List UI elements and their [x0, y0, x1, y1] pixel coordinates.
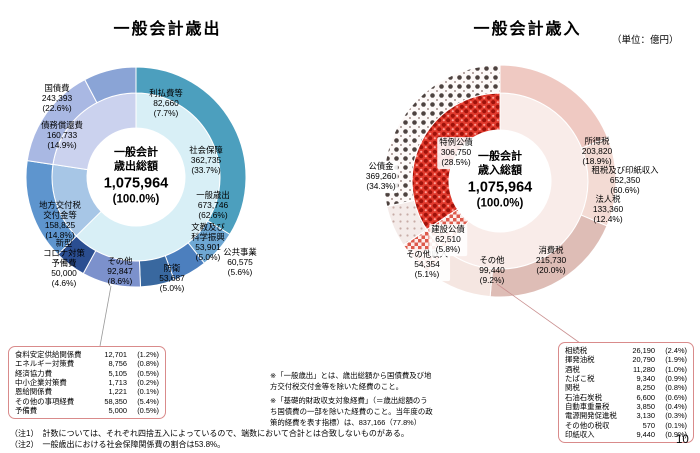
- breakout-item-name: 電源開発促進税: [565, 411, 617, 421]
- breakout-list-row: 酒税 11,280 (1.0%): [565, 365, 687, 374]
- breakout-item-name: 恩給関係費: [15, 387, 52, 397]
- breakout-item-pct: (0.1%): [665, 420, 687, 430]
- breakout-item-name: 食料安定供給関係費: [15, 350, 82, 359]
- breakout-item-value: 26,190: [632, 346, 655, 355]
- breakout-list-row: 経済協力費 5,105 (0.5%): [15, 369, 159, 378]
- expenditure-total-pct: (100.0%): [112, 193, 160, 206]
- breakout-list-row: 関税 8,250 (0.8%): [565, 383, 687, 392]
- revenue-total-pct: (100.0%): [476, 197, 524, 210]
- breakout-list-row: 恩給関係費 1,221 (0.1%): [15, 387, 159, 396]
- breakout-list-row: 自動車重量税 3,850 (0.4%): [565, 402, 687, 411]
- breakout-item-pct: (2.4%): [665, 346, 687, 355]
- breakout-item-pct: (0.5%): [137, 368, 159, 378]
- breakout-item-value: 3,130: [636, 411, 656, 421]
- breakout-item-pct: (0.9%): [665, 429, 687, 439]
- expenditure-chart-title: 一般会計歳出: [113, 21, 222, 38]
- breakout-item-name: エネルギー対策費: [15, 359, 75, 369]
- breakout-item-name: 揮発油税: [565, 355, 595, 365]
- breakout-item-pct: (0.5%): [137, 405, 159, 415]
- breakout-item-value: 20,790: [632, 355, 655, 365]
- expenditure-center-total: 一般会計 歳出総額 1,075,964 (100.0%): [104, 147, 169, 208]
- breakout-item-pct: (0.6%): [665, 392, 687, 402]
- revenue-breakout-list: 相続税 26,190 (2.4%) 揮発油税 20,790 (1.9%) 酒税 11,280 (…: [558, 342, 694, 444]
- breakout-item-pct: (0.8%): [665, 383, 687, 393]
- note-primary-balance: ※「基礎的財政収支対象経費」（＝歳出総額のうち国債費の一部を除いた経費のこと。当…: [270, 396, 433, 427]
- breakout-item-value: 11,280: [632, 364, 655, 374]
- expenditure-center-line1: 一般会計: [113, 146, 158, 159]
- expenditure-breakout-list: 食料安定供給関係費 12,701 (1.2%) エネルギー対策費 8,756 (0.8%)…: [8, 346, 166, 420]
- donut-segment: [84, 66, 137, 104]
- breakout-item-name: その他の税収: [565, 420, 610, 430]
- footnote-2: （注2） 一般歳出における社会保障関係費の割合は53.8%。: [10, 440, 226, 449]
- breakout-item-value: 8,250: [636, 383, 656, 393]
- breakout-list-row: 電源開発促進税 3,130 (0.3%): [565, 411, 687, 420]
- breakout-item-value: 8,756: [108, 359, 128, 369]
- breakout-list-row: 揮発油税 20,790 (1.9%): [565, 355, 687, 364]
- breakout-list-row: たばこ税 9,340 (0.9%): [565, 374, 687, 383]
- revenue-total-value: 1,075,964: [467, 179, 533, 196]
- breakout-item-pct: (5.4%): [137, 396, 159, 406]
- footnote-1: （注1） 計数については、それぞれ四捨五入によっているので、端数において合計とは…: [10, 429, 409, 438]
- breakout-item-value: 58,350: [104, 396, 127, 406]
- note-general-expenditure: ※「一般歳出」とは、歳出総額から国債費及び地方交付税交付金等を除いた経費のこと。: [270, 371, 432, 391]
- breakout-list-row: 印紙収入 9,440 (0.9%): [565, 430, 687, 439]
- breakout-item-value: 1,221: [108, 387, 128, 397]
- expenditure-total-value: 1,075,964: [103, 175, 169, 192]
- revenue-center-line1: 一般会計: [477, 150, 522, 163]
- breakout-item-name: 印紙収入: [565, 429, 595, 439]
- expenditure-center-line2: 歳出総額: [113, 160, 158, 173]
- breakout-item-value: 570: [642, 420, 655, 430]
- breakout-leader-line-expenditure: [99, 285, 112, 347]
- breakout-item-pct: (0.9%): [665, 373, 687, 383]
- breakout-item-pct: (0.2%): [137, 377, 159, 387]
- expenditure-donut-chart: [25, 66, 247, 288]
- breakout-item-name: 自動車重量税: [565, 401, 610, 411]
- donut-hole: [87, 128, 185, 226]
- page-number: 10: [676, 434, 689, 446]
- breakout-item-value: 6,600: [636, 392, 656, 402]
- breakout-item-value: 12,701: [104, 350, 127, 359]
- breakout-item-name: その他の事項経費: [15, 396, 75, 406]
- middle-notes: ※「一般歳出」とは、歳出総額から国債費及び地方交付税交付金等を除いた経費のこと。…: [270, 371, 434, 429]
- breakout-list-row: エネルギー対策費 8,756 (0.8%): [15, 359, 159, 368]
- breakout-item-pct: (0.8%): [137, 359, 159, 369]
- breakout-item-pct: (1.2%): [137, 350, 159, 359]
- revenue-donut-chart: [383, 64, 617, 298]
- breakout-item-name: 中小企業対策費: [15, 377, 67, 387]
- revenue-center-total: 一般会計 歳入総額 1,075,964 (100.0%): [468, 151, 533, 212]
- breakout-item-value: 5,105: [108, 368, 128, 378]
- breakout-item-pct: (0.4%): [665, 401, 687, 411]
- breakout-item-pct: (1.9%): [665, 355, 687, 365]
- breakout-list-row: その他の事項経費 58,350 (5.4%): [15, 397, 159, 406]
- breakout-item-value: 9,340: [636, 373, 656, 383]
- breakout-item-name: 経済協力費: [15, 368, 52, 378]
- breakout-list-row: 中小企業対策費 1,713 (0.2%): [15, 378, 159, 387]
- revenue-center-line2: 歳入総額: [477, 164, 522, 177]
- breakout-list-row: 相続税 26,190 (2.4%): [565, 346, 687, 355]
- breakout-list-row: 予備費 5,000 (0.5%): [15, 406, 159, 415]
- breakout-item-pct: (1.0%): [665, 364, 687, 374]
- revenue-chart-title: 一般会計歳入: [473, 21, 582, 38]
- breakout-list-row: その他の税収 570 (0.1%): [565, 421, 687, 430]
- breakout-item-name: 相続税: [565, 346, 588, 355]
- unit-label: （単位：億円）: [612, 35, 679, 46]
- breakout-item-pct: (0.1%): [137, 387, 159, 397]
- breakout-item-name: 関税: [565, 383, 580, 393]
- breakout-item-name: たばこ税: [565, 373, 595, 383]
- breakout-item-name: 予備費: [15, 405, 38, 415]
- breakout-item-value: 9,440: [636, 429, 656, 439]
- breakout-item-name: 酒税: [565, 364, 580, 374]
- breakout-list-row: 食料安定供給関係費 12,701 (1.2%): [15, 350, 159, 359]
- breakout-item-pct: (0.3%): [665, 411, 687, 421]
- breakout-item-value: 1,713: [108, 377, 128, 387]
- breakout-item-value: 3,850: [636, 401, 656, 411]
- breakout-item-name: 石油石炭税: [565, 392, 602, 402]
- breakout-item-value: 5,000: [108, 405, 128, 415]
- breakout-list-row: 石油石炭税 6,600 (0.6%): [565, 393, 687, 402]
